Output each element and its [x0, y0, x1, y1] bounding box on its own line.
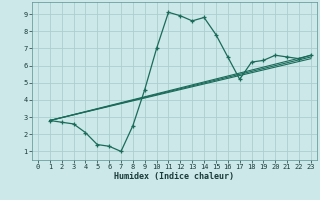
X-axis label: Humidex (Indice chaleur): Humidex (Indice chaleur) — [115, 172, 234, 181]
